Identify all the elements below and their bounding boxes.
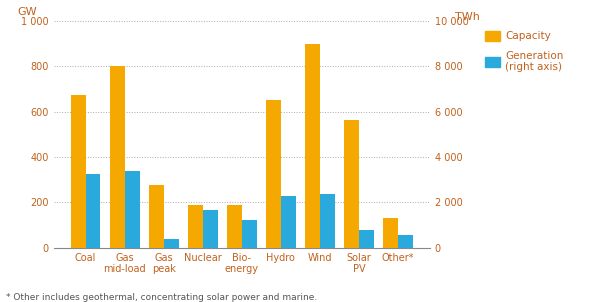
Bar: [71, 95, 85, 248]
Bar: [125, 171, 140, 248]
Bar: [266, 100, 281, 248]
Legend: Capacity, Generation
(right axis): Capacity, Generation (right axis): [481, 26, 568, 76]
Bar: [188, 205, 203, 248]
Bar: [242, 220, 257, 248]
Bar: [85, 174, 100, 248]
Bar: [281, 196, 296, 248]
Y-axis label: GW: GW: [17, 7, 37, 17]
Bar: [164, 239, 179, 248]
Bar: [344, 120, 359, 248]
Bar: [320, 194, 335, 248]
Bar: [203, 210, 217, 248]
Bar: [227, 205, 242, 248]
Bar: [383, 218, 398, 248]
Bar: [359, 230, 374, 248]
Bar: [110, 66, 125, 248]
Text: * Other includes geothermal, concentrating solar power and marine.: * Other includes geothermal, concentrati…: [6, 293, 317, 302]
Bar: [398, 235, 413, 248]
Bar: [149, 185, 164, 248]
Bar: [305, 44, 320, 248]
Y-axis label: TWh: TWh: [455, 12, 480, 22]
